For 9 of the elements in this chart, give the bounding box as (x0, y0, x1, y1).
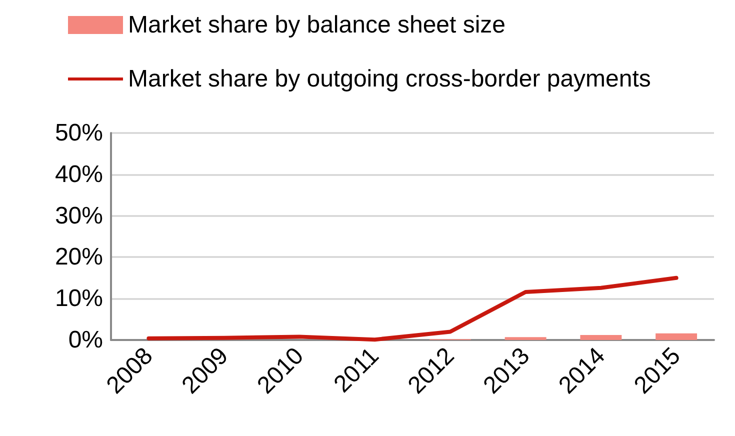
y-tick-label: 10% (54, 285, 103, 312)
line-series (146, 276, 678, 342)
y-tick-label: 30% (54, 202, 103, 230)
y-tick-label: 0% (68, 326, 103, 354)
legend-label: Market share by outgoing cross-border payments (128, 66, 651, 92)
legend-label: Market share by balance sheet size (128, 12, 506, 38)
y-tick-label: 40% (54, 160, 103, 188)
y-tick-label: 20% (54, 244, 103, 271)
y-tick-label: 50% (54, 120, 103, 146)
